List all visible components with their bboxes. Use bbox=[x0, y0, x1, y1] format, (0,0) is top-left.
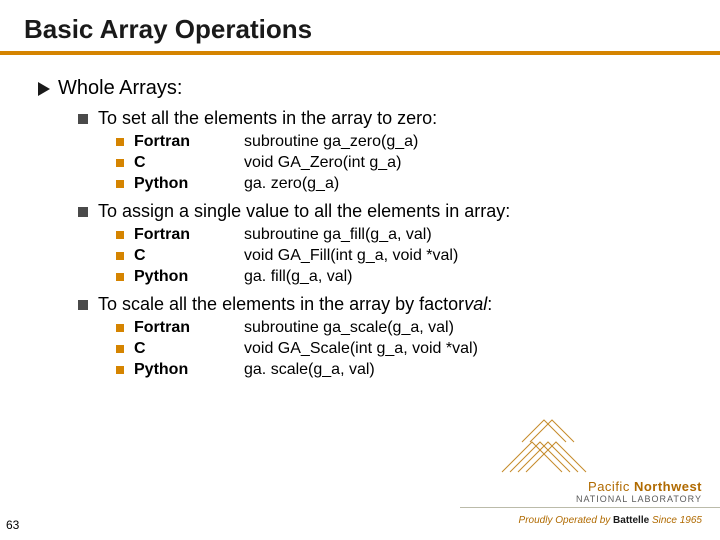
lang-code: ga. zero(g_a) bbox=[244, 175, 339, 193]
section-scale: To scale all the elements in the array b… bbox=[78, 294, 720, 315]
pnnl-left: Pacific bbox=[588, 479, 634, 494]
content-area: Whole Arrays: To set all the elements in… bbox=[0, 55, 720, 379]
desc-prefix: To scale all the elements in the array b… bbox=[98, 294, 464, 314]
page-title: Basic Array Operations bbox=[24, 14, 720, 45]
lang-name: Python bbox=[134, 361, 244, 379]
whole-arrays-heading: Whole Arrays: bbox=[38, 77, 720, 100]
lang-row: C void GA_Zero(int g_a) bbox=[116, 154, 720, 172]
desc-suffix: : bbox=[487, 294, 492, 314]
heading-text: Whole Arrays: bbox=[58, 77, 182, 100]
lang-name: Python bbox=[134, 175, 244, 193]
section-fill: To assign a single value to all the elem… bbox=[78, 201, 720, 222]
lang-name: C bbox=[134, 340, 244, 358]
proud-text: Proudly Operated by bbox=[519, 515, 614, 526]
lang-name: C bbox=[134, 247, 244, 265]
battelle-line: Proudly Operated by Battelle Since 1965 bbox=[519, 515, 702, 526]
lang-row: Fortran subroutine ga_scale(g_a, val) bbox=[116, 319, 720, 337]
lang-row: Python ga. scale(g_a, val) bbox=[116, 361, 720, 379]
pnnl-name: Pacific Northwest bbox=[576, 479, 702, 494]
lang-code: void GA_Zero(int g_a) bbox=[244, 154, 401, 172]
dot-icon bbox=[116, 252, 124, 260]
lang-code: subroutine ga_fill(g_a, val) bbox=[244, 226, 432, 244]
page-number: 63 bbox=[6, 518, 19, 532]
lang-rows: Fortran subroutine ga_zero(g_a) C void G… bbox=[116, 133, 720, 193]
lang-code: void GA_Fill(int g_a, void *val) bbox=[244, 247, 458, 265]
footer-brand: Pacific Northwest NATIONAL LABORATORY bbox=[576, 479, 702, 504]
section-desc: To set all the elements in the array to … bbox=[98, 108, 437, 129]
lang-row: Python ga. fill(g_a, val) bbox=[116, 268, 720, 286]
since-text: Since 1965 bbox=[649, 515, 702, 526]
lang-row: Fortran subroutine ga_fill(g_a, val) bbox=[116, 226, 720, 244]
dot-icon bbox=[116, 180, 124, 188]
dot-icon bbox=[116, 273, 124, 281]
title-bar: Basic Array Operations bbox=[0, 0, 720, 51]
lang-code: ga. scale(g_a, val) bbox=[244, 361, 375, 379]
pnnl-sub: NATIONAL LABORATORY bbox=[576, 494, 702, 504]
lang-row: Python ga. zero(g_a) bbox=[116, 175, 720, 193]
lang-code: subroutine ga_scale(g_a, val) bbox=[244, 319, 454, 337]
chevron-logo-icon bbox=[500, 418, 590, 474]
lang-code: ga. fill(g_a, val) bbox=[244, 268, 353, 286]
lang-name: Fortran bbox=[134, 133, 244, 151]
lang-rows: Fortran subroutine ga_scale(g_a, val) C … bbox=[116, 319, 720, 379]
dot-icon bbox=[116, 231, 124, 239]
lang-row: C void GA_Fill(int g_a, void *val) bbox=[116, 247, 720, 265]
lang-name: C bbox=[134, 154, 244, 172]
lang-code: void GA_Scale(int g_a, void *val) bbox=[244, 340, 478, 358]
section-desc: To assign a single value to all the elem… bbox=[98, 201, 510, 222]
lang-code: subroutine ga_zero(g_a) bbox=[244, 133, 418, 151]
battelle-name: Battelle bbox=[613, 515, 649, 526]
dot-icon bbox=[116, 159, 124, 167]
dot-icon bbox=[116, 324, 124, 332]
square-icon bbox=[78, 114, 88, 124]
square-icon bbox=[78, 300, 88, 310]
section-zero: To set all the elements in the array to … bbox=[78, 108, 720, 129]
lang-row: Fortran subroutine ga_zero(g_a) bbox=[116, 133, 720, 151]
footer-rule bbox=[460, 507, 720, 508]
square-icon bbox=[78, 207, 88, 217]
dot-icon bbox=[116, 366, 124, 374]
pnnl-bold: Northwest bbox=[634, 479, 702, 494]
lang-name: Fortran bbox=[134, 226, 244, 244]
lang-name: Python bbox=[134, 268, 244, 286]
play-icon bbox=[38, 82, 50, 96]
lang-rows: Fortran subroutine ga_fill(g_a, val) C v… bbox=[116, 226, 720, 286]
lang-row: C void GA_Scale(int g_a, void *val) bbox=[116, 340, 720, 358]
section-desc: To scale all the elements in the array b… bbox=[98, 294, 492, 315]
dot-icon bbox=[116, 345, 124, 353]
desc-italic: val bbox=[464, 294, 487, 314]
lang-name: Fortran bbox=[134, 319, 244, 337]
dot-icon bbox=[116, 138, 124, 146]
